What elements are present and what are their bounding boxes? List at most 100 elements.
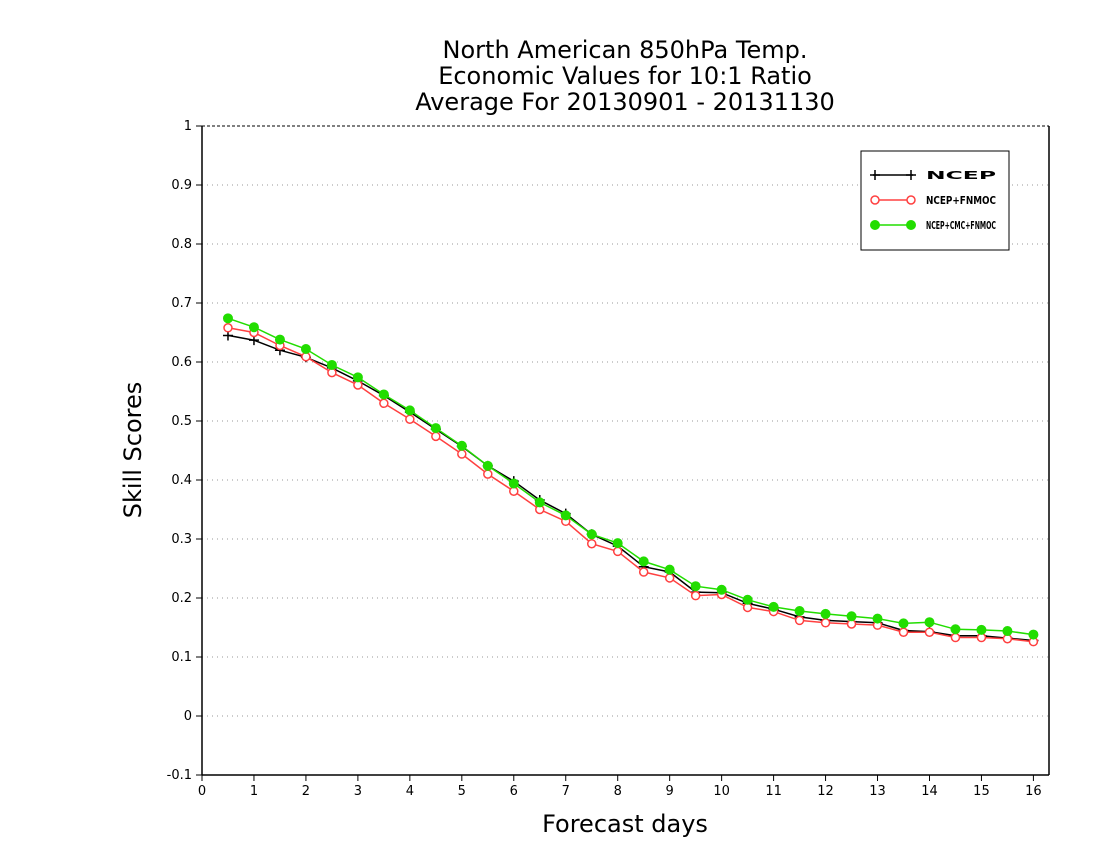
data-point	[820, 618, 831, 628]
data-point	[976, 624, 987, 635]
data-point	[638, 556, 649, 567]
data-point	[508, 478, 519, 489]
x-tick-label: 3	[354, 784, 362, 799]
data-point	[1002, 626, 1013, 637]
y-tick-label: 0.5	[171, 414, 192, 429]
data-point	[405, 414, 415, 424]
series-line	[227, 327, 1034, 643]
data-point	[586, 538, 597, 549]
y-tick-label: 0.1	[171, 650, 192, 665]
data-point	[404, 405, 415, 416]
data-point	[870, 170, 880, 180]
y-axis-label: Skill Scores	[119, 382, 147, 519]
y-tick-label: 0.2	[171, 591, 192, 606]
legend-label: NCEP+CMC+FNMOC	[926, 219, 996, 232]
y-tick-label: 0.4	[171, 473, 192, 488]
chart-title-line-1: North American 850hPa Temp.	[443, 36, 808, 64]
data-point	[872, 613, 883, 624]
data-point	[431, 431, 441, 442]
y-tick-label: 1	[184, 119, 192, 134]
data-point	[1028, 629, 1039, 640]
x-tick-label: 4	[406, 784, 414, 799]
data-point	[248, 322, 259, 333]
data-point	[950, 624, 961, 635]
data-point	[906, 195, 916, 205]
data-point	[898, 618, 909, 629]
data-point	[274, 334, 285, 345]
data-point	[326, 359, 337, 370]
x-tick-label: 11	[765, 784, 782, 799]
data-point	[664, 573, 675, 583]
axes: -0.100.10.20.30.40.50.60.70.80.910 1 2 3 4 5 6…	[167, 119, 1050, 799]
y-tick-label: 0.9	[171, 178, 192, 193]
chart-title-line-3: Average For 20130901 - 20131130	[415, 88, 835, 116]
data-point	[456, 440, 467, 451]
legend-label: NCEP	[926, 169, 996, 182]
data-point	[950, 632, 961, 643]
x-tick-label: 13	[869, 784, 886, 799]
data-point	[870, 220, 880, 230]
data-point	[482, 460, 493, 471]
data-point	[586, 529, 597, 540]
y-tick-label: 0	[184, 709, 192, 724]
data-point	[560, 510, 571, 521]
grid-lines	[202, 184, 1049, 717]
x-tick-label: 0	[198, 784, 206, 799]
data-point	[379, 398, 389, 409]
data-point	[924, 617, 935, 628]
data-point	[690, 581, 701, 592]
y-tick-label: 0.8	[171, 237, 192, 252]
data-point	[378, 389, 389, 400]
y-tick-label: 0.3	[171, 532, 192, 547]
y-tick-label: 0.6	[171, 355, 192, 370]
series-ncep-cmc-fnmoc	[222, 313, 1039, 640]
data-point	[820, 608, 831, 619]
data-point	[906, 170, 916, 180]
x-tick-label: 15	[973, 784, 990, 799]
x-tick-label: 12	[817, 784, 834, 799]
data-point	[846, 611, 857, 622]
y-tick-label: -0.1	[167, 768, 192, 783]
data-point	[457, 449, 467, 459]
x-tick-label: 6	[510, 784, 518, 799]
data-point	[612, 546, 623, 557]
x-tick-label: 9	[666, 784, 674, 799]
data-point	[870, 195, 880, 205]
y-tick-label: 0.7	[171, 296, 192, 311]
chart-title-line-2: Economic Values for 10:1 Ratio	[438, 62, 812, 90]
data-point	[690, 590, 701, 601]
data-point	[300, 344, 311, 355]
data-point	[898, 627, 909, 637]
data-point	[742, 594, 753, 605]
x-axis-label: Forecast days	[542, 810, 708, 838]
data-point	[794, 605, 805, 616]
legend: NCEP NCEP+FNMOC NCEP+CMC+FNMOC	[860, 150, 1010, 251]
data-point	[906, 220, 916, 230]
x-tick-label: 8	[614, 784, 622, 799]
data-point	[794, 615, 805, 626]
series-ncep	[222, 330, 1039, 646]
x-tick-label: 10	[713, 784, 730, 799]
x-tick-label: 14	[921, 784, 938, 799]
data-point	[716, 584, 727, 595]
series-line	[227, 317, 1034, 636]
data-point	[638, 567, 649, 577]
x-tick-label: 1	[250, 784, 258, 799]
data-point	[924, 627, 935, 637]
x-tick-label: 5	[458, 784, 466, 799]
data-point	[430, 423, 441, 434]
x-tick-label: 16	[1025, 784, 1042, 799]
data-point	[534, 497, 545, 508]
legend-label: NCEP+FNMOC	[926, 194, 996, 207]
data-point	[223, 323, 233, 333]
data-point	[352, 372, 363, 383]
data-point	[612, 538, 623, 549]
x-tick-label: 2	[302, 784, 310, 799]
data-point	[664, 564, 675, 575]
data-series	[222, 313, 1039, 647]
data-point	[222, 313, 233, 324]
data-point	[483, 469, 493, 479]
x-tick-label: 7	[562, 784, 570, 799]
